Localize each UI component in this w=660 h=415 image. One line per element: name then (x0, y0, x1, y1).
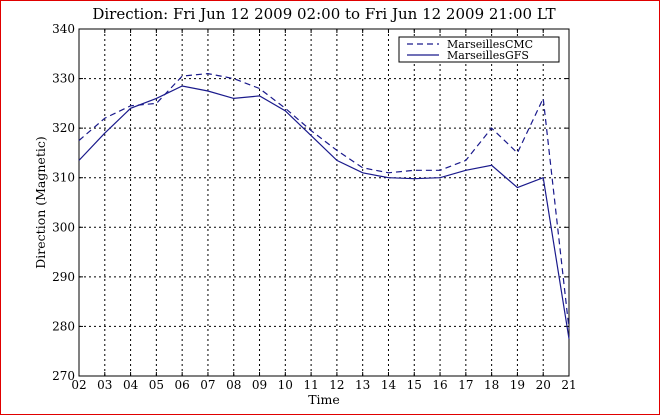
y-tick-label: 280 (52, 319, 75, 333)
x-tick-label: 15 (407, 378, 422, 392)
y-tick-label: 310 (52, 171, 75, 185)
grid (79, 29, 569, 376)
x-tick-label: 07 (200, 378, 215, 392)
x-tick-label: 11 (303, 378, 318, 392)
x-tick-label: 13 (355, 378, 370, 392)
x-tick-label: 02 (71, 378, 86, 392)
x-axis-label: Time (308, 392, 340, 407)
x-tick-label: 20 (536, 378, 551, 392)
x-tick-label: 18 (484, 378, 499, 392)
series-line-marseillesgfs (78, 85, 570, 339)
x-tick-label: 04 (123, 378, 139, 392)
x-tick-label: 09 (252, 378, 267, 392)
y-tick-label: 340 (52, 22, 75, 36)
x-tick-label: 14 (381, 378, 397, 392)
chart-title: Direction: Fri Jun 12 2009 02:00 to Fri … (92, 5, 555, 23)
series-line-marseillescmc (78, 72, 570, 329)
x-tick-label: 06 (175, 378, 190, 392)
series-lines (78, 72, 570, 339)
y-axis-label: Direction (Magnetic) (33, 136, 48, 268)
x-tick-label: 16 (432, 378, 447, 392)
x-tick-label: 05 (149, 378, 164, 392)
legend-label: MarseillesGFS (447, 49, 529, 62)
plot-area (78, 28, 570, 377)
legend-box (398, 36, 560, 63)
legend-label: MarseillesCMC (447, 38, 533, 51)
x-tick-label: 17 (458, 378, 473, 392)
y-tick-label: 270 (52, 369, 75, 383)
y-tick-label: 330 (52, 72, 75, 86)
y-tick-label: 300 (52, 220, 75, 234)
x-tick-label: 03 (97, 378, 112, 392)
x-tick-label: 10 (278, 378, 293, 392)
y-tick-label: 290 (52, 270, 75, 284)
x-tick-label: 08 (226, 378, 241, 392)
x-tick-label: 21 (561, 378, 576, 392)
y-tick-label: 320 (52, 121, 75, 135)
x-tick-label: 12 (329, 378, 344, 392)
x-tick-label: 19 (510, 378, 525, 392)
ticks: 02 03 04 05 06 07 08 09 10 11 12 13 14 15 16 17 18 19 20 21… (52, 22, 577, 392)
